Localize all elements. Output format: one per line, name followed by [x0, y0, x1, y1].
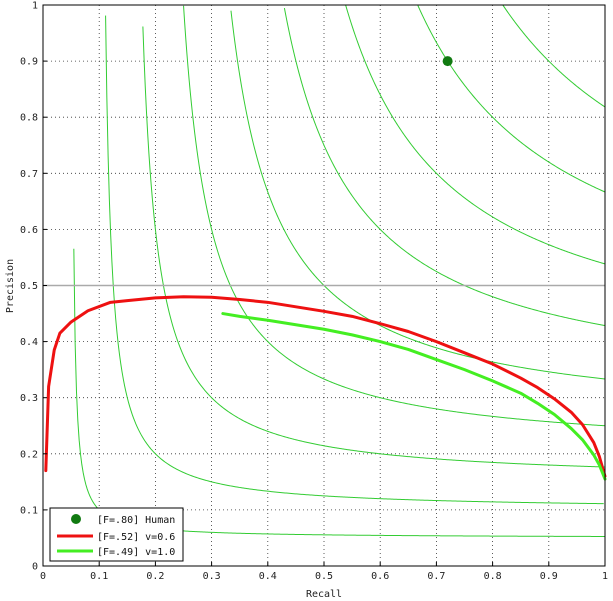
iso-f-contours [73, 5, 606, 537]
legend-v06-label: [F=.52] v=0.6 [97, 532, 175, 543]
iso-f-curve [105, 15, 604, 505]
series [44, 295, 607, 481]
y-tick-label: 0.6 [20, 225, 38, 236]
x-tick-label: 0.5 [315, 571, 333, 582]
points [442, 56, 453, 67]
iso-f-curve [283, 7, 606, 327]
x-tick-label: 0.2 [146, 571, 164, 582]
x-tick-label: 0.9 [540, 571, 558, 582]
x-tick-label: 1 [602, 571, 608, 582]
iso-f-curve [230, 10, 606, 380]
x-tick-label: 0 [40, 571, 46, 582]
x-tick-label: 0.3 [203, 571, 221, 582]
x-tick-label: 0.6 [371, 571, 389, 582]
x-tick-label: 0.7 [427, 571, 445, 582]
x-axis-label: Recall [306, 589, 342, 600]
human-point [442, 56, 453, 67]
iso-f-curve [502, 5, 606, 108]
y-tick-label: 0.5 [20, 281, 38, 292]
legend-v10-label: [F=.49] v=1.0 [97, 547, 175, 558]
y-tick-label: 0.4 [20, 337, 38, 348]
legend-human-label: [F=.80] Human [97, 515, 175, 526]
iso-f-curve [142, 26, 606, 468]
x-tick-label: 0.8 [484, 571, 502, 582]
y-tick-label: 0.8 [20, 113, 38, 124]
y-tick-label: 0 [32, 562, 38, 573]
series-line-0 [44, 295, 607, 478]
ticks: 0 0.1 0.2 0.3 0.4 0.5 0.6 0.7 0.8 0.9 1 0 0.1 0.2 0.3 0… [20, 1, 608, 583]
y-axis-label: Precision [5, 259, 16, 313]
iso-f-curve [183, 5, 606, 427]
x-tick-label: 0.4 [259, 571, 277, 582]
legend-human-marker [71, 514, 81, 524]
series-line-1 [221, 312, 607, 481]
y-tick-label: 0.7 [20, 169, 38, 180]
x-tick-label: 0.1 [90, 571, 108, 582]
y-tick-label: 1 [32, 1, 38, 12]
y-tick-label: 0.9 [20, 57, 38, 68]
y-tick-label: 0.2 [20, 449, 38, 460]
legend: [F=.80] Human [F=.52] v=0.6 [F=.49] v=1.… [49, 507, 184, 562]
y-tick-label: 0.3 [20, 393, 38, 404]
y-tick-label: 0.1 [20, 505, 38, 516]
iso-f-curve [345, 5, 606, 265]
